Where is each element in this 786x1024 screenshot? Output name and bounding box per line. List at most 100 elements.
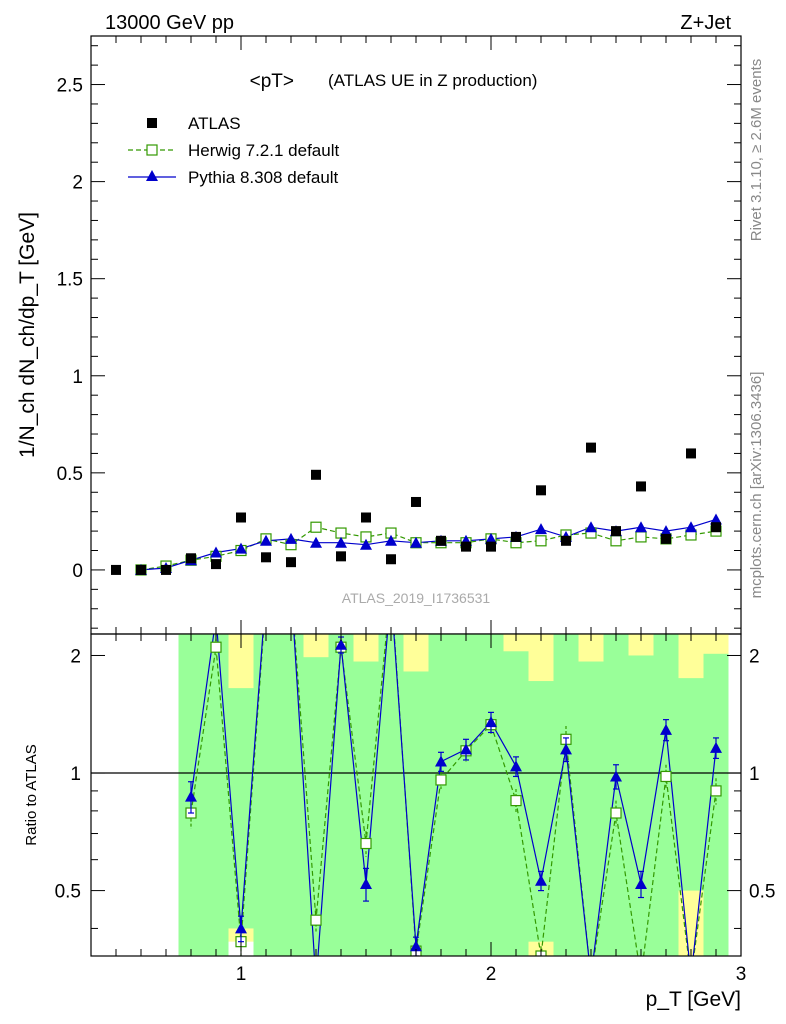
header-left-label: 13000 GeV pp [105, 12, 234, 34]
ratio-panel: 0.5 0.5 1 1 2 2 1 2 3 Ratio to ATLAS p_T [GeV] [23, 582, 775, 1011]
ratio-y-tick-label-right: 2 [749, 646, 760, 667]
herwig-ratio-point [210, 641, 222, 653]
atlas-point [461, 541, 471, 552]
stat-band-gap [628, 634, 654, 656]
atlas-point [586, 442, 596, 453]
stat-uncertainty-band [603, 634, 629, 956]
herwig-ratio-point [636, 972, 646, 982]
top-y-tick-label: 1.5 [57, 270, 83, 291]
top-herwig-markers [135, 521, 722, 576]
top-herwig-line [140, 526, 717, 571]
pythia-point [585, 521, 597, 533]
ratio-x-axis: 1 2 3 [115, 634, 747, 985]
ratio-x-tick-label: 1 [236, 964, 247, 985]
atlas-point [186, 553, 196, 564]
pythia-ratio-point [485, 716, 497, 728]
pythia-point [485, 532, 497, 544]
top-y-tick-label: 0.5 [57, 464, 83, 485]
pythia-curve [140, 518, 717, 571]
top-pythia-line [140, 518, 717, 571]
pythia-ratio-point [260, 586, 272, 597]
main-panel: <pT> (ATLAS UE in Z production) ATLAS_20… [16, 35, 742, 635]
pythia-point [635, 521, 647, 533]
ratio-x-tick-label: 3 [736, 964, 747, 985]
stat-band-gap [678, 634, 704, 679]
stat-uncertainty-band [428, 634, 454, 956]
pythia-ratio-point [235, 922, 247, 934]
header-right-label: Z+Jet [680, 12, 731, 34]
atlas-point [611, 526, 621, 537]
atlas-point [111, 564, 121, 575]
pythia-ratio-point [410, 940, 422, 952]
pythia-point [335, 536, 347, 548]
pythia-ratio-point [710, 741, 722, 753]
pythia-ratio-point [685, 971, 697, 982]
ratio-herwig-line [190, 634, 717, 956]
top-y-axis: 0 0.5 1 1.5 2 2.5 [57, 45, 741, 629]
atlas-point [711, 522, 721, 533]
legend-pythia-label: Pythia 8.308 default [188, 168, 339, 187]
pythia-ratio-point [560, 743, 572, 755]
pythia-ratio-point [660, 723, 672, 735]
atlas-point [136, 564, 146, 575]
ratio-y-tick-label-right: 1 [749, 764, 760, 785]
stat-uncertainty-band [278, 634, 304, 956]
pythia-ratio-point [185, 790, 197, 802]
stat-uncertainty-band [303, 634, 329, 956]
atlas-point [636, 481, 646, 492]
atlas-point [536, 485, 546, 496]
top-y-tick-label: 0 [72, 561, 83, 582]
atlas-point [261, 552, 271, 563]
atlas-point [436, 535, 446, 546]
pythia-point [535, 523, 547, 535]
pythia-point [260, 534, 272, 546]
herwig-ratio-point [261, 593, 271, 603]
atlas-point [411, 496, 421, 507]
main-y-axis-label-text: 1/N_ch dN_ch/dp_T [GeV] [16, 212, 39, 458]
herwig-ratio-point [510, 794, 522, 807]
stat-uncertainty-band [478, 634, 504, 956]
herwig-ratio-point [286, 582, 296, 592]
main-title-sub: (ATLAS UE in Z production) [328, 71, 537, 90]
top-pythia-markers [135, 513, 722, 575]
pythia-ratio-point [360, 877, 372, 889]
herwig-ratio-point [360, 837, 372, 850]
pythia-point [685, 521, 697, 533]
legend-herwig-label: Herwig 7.2.1 default [188, 141, 339, 160]
stat-uncertainty-band [403, 634, 429, 956]
stat-band-gap [703, 634, 729, 654]
stat-band-gap [528, 634, 554, 682]
atlas-point [161, 564, 171, 575]
stat-uncertainty-band [228, 651, 254, 929]
stat-uncertainty-band [678, 651, 704, 891]
ratio-stat-bands [178, 634, 729, 956]
stat-uncertainty-band [628, 634, 654, 956]
atlas-point [336, 551, 346, 562]
atlas-point [511, 531, 521, 542]
top-x-axis [115, 36, 717, 634]
herwig-ratio-curve [190, 634, 717, 956]
pythia-ratio-point [510, 760, 522, 772]
herwig-ratio-point [660, 770, 672, 783]
atlas-point [361, 512, 371, 523]
herwig-ratio-point [435, 774, 447, 786]
pythia-point [210, 546, 222, 558]
pythia-point [660, 525, 672, 537]
herwig-point [335, 527, 347, 539]
pythia-ratio-point [535, 874, 547, 886]
herwig-ratio-point [586, 972, 596, 982]
pythia-point [410, 536, 422, 548]
x-axis-label: p_T [GeV] [646, 988, 741, 1011]
pythia-ratio-point [635, 877, 647, 889]
ratio-y-tick-label: 1 [70, 764, 81, 785]
ratio-y-axis-label: Ratio to ATLAS [23, 744, 40, 845]
herwig-ratio-point [310, 914, 322, 926]
stat-uncertainty-band [453, 634, 479, 956]
atlas-point [486, 541, 496, 552]
legend: ATLAS Herwig 7.2.1 default Pythia 8.308 … [128, 114, 339, 187]
stat-uncertainty-band [353, 634, 379, 956]
herwig-point [310, 521, 322, 533]
atlas-point [286, 557, 296, 568]
pythia-ratio-curve [190, 634, 717, 956]
